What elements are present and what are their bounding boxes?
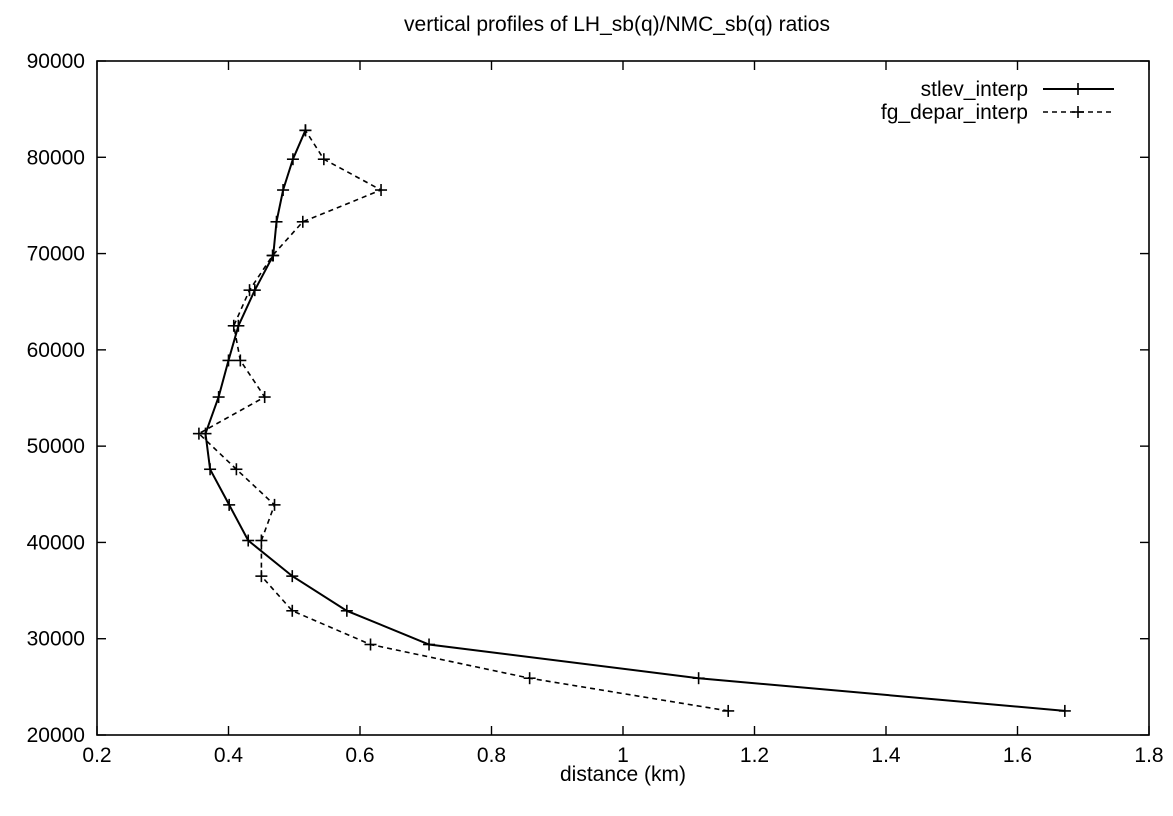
x-tick-label: 1 [617,744,629,767]
x-tick-label: 1.2 [740,744,769,767]
legend-marker [1072,83,1084,95]
axis-ticks: 0.2 0.4 0.6 0.8 1 1.2 1.4 1.6 1.8 20000 30000 40000… [27,50,1164,767]
data-point [299,124,312,137]
data-point [423,638,436,651]
data-point [266,249,279,262]
y-tick-label: 70000 [27,243,85,266]
data-point [523,672,536,685]
data-point [204,463,217,476]
series-fg_depar_interp [192,124,735,717]
legend-label: stlev_interp [921,78,1028,101]
x-tick-label: 1.8 [1134,744,1163,767]
data-point [227,319,240,332]
series-stlev_interp [199,124,1071,717]
x-tick-label: 1.6 [1003,744,1032,767]
x-tick-label: 0.4 [214,744,244,767]
data-point [277,184,290,197]
legend-marker [1072,106,1084,118]
data-point [242,534,255,547]
data-point [255,570,268,583]
chart-title: vertical profiles of LH_sb(q)/NMC_sb(q) … [404,13,830,36]
series-line [197,129,729,712]
y-tick-label: 50000 [27,435,85,458]
data-point [340,604,353,617]
x-tick-label: 1.4 [871,744,901,767]
plot-area-frame [96,60,1150,736]
x-axis-label: distance (km) [560,763,686,786]
y-tick-label: 80000 [27,146,85,169]
data-point [722,704,735,717]
y-tick-label: 20000 [27,724,85,747]
data-point [255,534,268,547]
data-point [1058,704,1071,717]
data-point [230,463,243,476]
data-point [364,638,377,651]
data-point [212,391,225,404]
data-point [268,498,281,511]
x-tick-label: 0.8 [477,744,506,767]
data-point [258,391,271,404]
series-line [204,129,1065,712]
data-point [243,284,256,297]
data-point [222,354,235,367]
legend-label: fg_depar_interp [881,101,1028,124]
data-point [192,427,205,440]
data-point [692,672,705,685]
data-point [286,570,299,583]
data-point [296,215,309,228]
y-tick-label: 40000 [27,531,85,554]
data-point [270,215,283,228]
data-point [234,354,247,367]
data-point [286,153,299,166]
y-tick-label: 30000 [27,628,85,651]
y-tick-label: 60000 [27,339,85,362]
x-tick-label: 0.2 [82,744,111,767]
data-point [317,153,330,166]
data-point [223,498,236,511]
x-tick-label: 0.6 [345,744,374,767]
series-layer [192,124,1071,717]
data-point [286,604,299,617]
data-point [375,184,388,197]
y-tick-label: 90000 [27,50,85,73]
